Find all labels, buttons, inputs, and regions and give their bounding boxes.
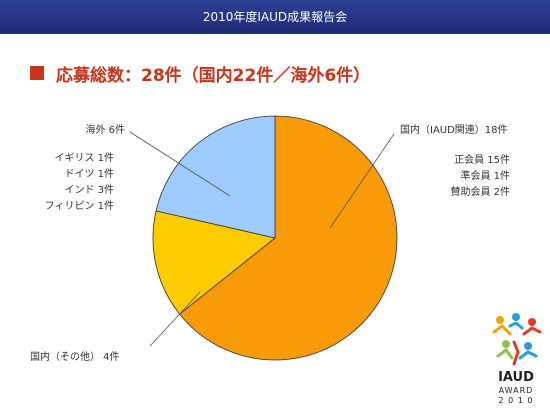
pie-slice-2 bbox=[155, 115, 276, 239]
people-figures-icon bbox=[492, 313, 542, 366]
leader-line-other bbox=[149, 291, 201, 347]
breakdown-item: 賛助会員 2件 bbox=[450, 187, 510, 198]
label-iaud: 国内（IAUD関連）18件 bbox=[400, 125, 508, 136]
breakdown-item: フィリピン 1件 bbox=[44, 201, 114, 212]
heading-text: 応募総数：28件（国内22件／海外6件） bbox=[56, 65, 371, 86]
logo-line3: 2 0 1 0 bbox=[498, 396, 534, 405]
breakdown-item: ドイツ 1件 bbox=[64, 169, 114, 180]
chart-heading: 応募総数：28件（国内22件／海外6件） bbox=[30, 60, 370, 86]
header-title: 2010年度IAUD成果報告会 bbox=[202, 10, 348, 24]
iaud-award-logo: IAUD AWARD 2 0 1 0 bbox=[488, 312, 544, 408]
logo-line2: AWARD bbox=[498, 386, 534, 395]
leader-line-overseas bbox=[129, 131, 231, 197]
leader-line-iaud bbox=[329, 133, 395, 229]
breakdown-item: 準会員 1件 bbox=[460, 171, 510, 182]
label-other: 国内（その他） 4件 bbox=[30, 352, 120, 363]
header-bar: 2010年度IAUD成果報告会 bbox=[0, 0, 550, 34]
label-overseas-breakdown: イギリス 1件 ドイツ 1件 インド 3件 フィリピン 1件 bbox=[45, 151, 114, 215]
pie-slice-1 bbox=[152, 210, 276, 315]
logo-line1: IAUD bbox=[498, 370, 534, 385]
breakdown-item: イギリス 1件 bbox=[54, 153, 114, 164]
label-iaud-breakdown: 正会員 15件 準会員 1件 賛助会員 2件 bbox=[450, 153, 510, 201]
breakdown-item: 正会員 15件 bbox=[454, 155, 510, 166]
pie-slice-0 bbox=[179, 115, 398, 361]
heading-bullet bbox=[30, 66, 44, 80]
breakdown-item: インド 3件 bbox=[64, 185, 114, 196]
label-overseas: 海外 6件 bbox=[85, 125, 125, 136]
